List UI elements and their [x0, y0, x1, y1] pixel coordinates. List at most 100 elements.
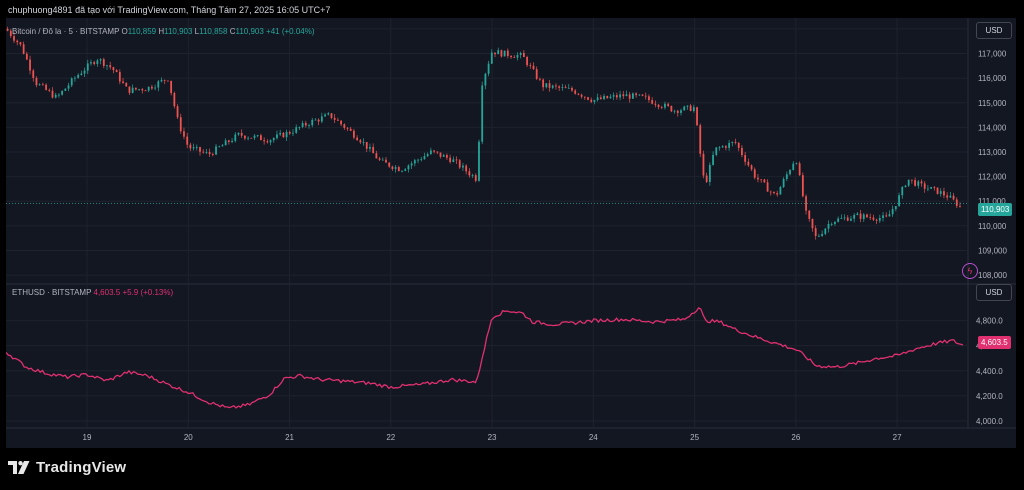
- candle-body: [625, 94, 628, 97]
- candle-body: [798, 163, 801, 176]
- btc-change-value: +41 (+0.04%): [266, 27, 315, 36]
- candle-body: [234, 134, 237, 141]
- candle-body: [901, 187, 904, 196]
- candle-body: [542, 79, 545, 88]
- candle-body: [641, 94, 644, 96]
- btc-currency-button[interactable]: USD: [976, 22, 1012, 39]
- candle-body: [118, 72, 121, 82]
- candle-body: [699, 125, 702, 154]
- candle-body: [426, 154, 429, 157]
- candle-body: [25, 53, 28, 60]
- candle-body: [349, 128, 352, 131]
- candle-body: [446, 155, 448, 158]
- candle-body: [952, 195, 955, 200]
- time-tick-label: 21: [285, 433, 294, 442]
- candle-body: [898, 195, 900, 207]
- candle-body: [102, 59, 105, 66]
- candle-body: [859, 213, 862, 219]
- candle-body: [391, 166, 394, 169]
- candle-body: [224, 140, 227, 146]
- candle-body: [933, 187, 936, 188]
- candle-body: [61, 90, 64, 95]
- candle-body: [599, 97, 602, 100]
- candle-body: [830, 223, 833, 225]
- candle-body: [660, 106, 663, 108]
- candle-body: [673, 110, 676, 112]
- candle-body: [555, 85, 557, 87]
- candle-body: [237, 132, 240, 135]
- eth-series-line: [6, 307, 964, 409]
- btc-price-tick-label: 112,000: [978, 173, 1007, 182]
- candle-body: [920, 181, 923, 184]
- candle-body: [875, 219, 878, 221]
- candle-body: [721, 146, 724, 148]
- candle-body: [907, 179, 910, 186]
- candle-body: [583, 96, 586, 98]
- candle-body: [596, 97, 599, 101]
- candle-body: [567, 87, 570, 89]
- eth-change-value: +5.9 (+0.13%): [122, 288, 174, 297]
- candle-body: [535, 69, 538, 79]
- candle-body: [837, 218, 840, 222]
- candle-body: [215, 146, 217, 155]
- candle-body: [397, 167, 400, 172]
- candle-body: [413, 160, 416, 164]
- candle-body: [423, 156, 426, 160]
- candle-body: [593, 100, 596, 102]
- time-tick-label: 19: [83, 433, 92, 442]
- candle-body: [840, 218, 843, 219]
- candle-body: [333, 117, 336, 120]
- candle-body: [356, 137, 359, 141]
- candle-body: [157, 81, 160, 88]
- candle-body: [914, 180, 916, 186]
- footer: TradingView: [8, 459, 126, 476]
- candle-body: [455, 159, 458, 161]
- candle-body: [83, 70, 86, 74]
- candle-body: [279, 132, 282, 135]
- candle-body: [429, 150, 432, 155]
- btc-symbol-label: Bitcoin / Đô la · 5 · BITSTAMP: [12, 27, 120, 36]
- candle-body: [388, 162, 391, 167]
- candle-body: [923, 183, 926, 189]
- candle-body: [285, 131, 288, 138]
- candle-body: [288, 131, 291, 134]
- chart-canvas[interactable]: 108,000 109,000 110,000 111,000 112,000 113,0…: [6, 18, 1016, 448]
- candle-body: [231, 140, 233, 142]
- time-tick-label: 27: [893, 433, 902, 442]
- candle-body: [324, 114, 326, 117]
- candle-body: [670, 105, 673, 112]
- candle-body: [462, 165, 464, 168]
- candle-body: [311, 120, 314, 126]
- candle-body: [343, 124, 346, 128]
- candle-body: [154, 87, 157, 89]
- candle-body: [856, 213, 859, 215]
- candle-body: [330, 113, 333, 118]
- candle-body: [481, 85, 484, 142]
- candle-body: [404, 169, 407, 171]
- eth-price-tick-label: 4,800.0: [976, 317, 1003, 326]
- candle-body: [211, 154, 214, 155]
- candle-body: [904, 185, 907, 188]
- candle-body: [516, 54, 519, 58]
- candle-body: [471, 175, 474, 176]
- candle-body: [689, 105, 692, 111]
- candle-body: [747, 161, 750, 166]
- eth-price-tick-label: 4,200.0: [976, 392, 1003, 401]
- candle-body: [407, 165, 410, 170]
- eth-value: 4,603.5: [93, 288, 121, 297]
- time-tick-label: 24: [589, 433, 598, 442]
- candle-body: [58, 94, 60, 96]
- candle-body: [218, 146, 221, 148]
- candle-body: [824, 228, 827, 234]
- candle-body: [513, 57, 516, 58]
- candle-body: [141, 89, 144, 91]
- candle-body: [183, 131, 185, 137]
- candle-body: [77, 74, 80, 78]
- candle-body: [282, 132, 285, 138]
- lightning-icon[interactable]: ϟ: [962, 263, 978, 279]
- candle-body: [632, 93, 634, 99]
- candle-body: [696, 107, 698, 126]
- candle-body: [503, 50, 506, 57]
- candle-body: [564, 87, 567, 89]
- eth-currency-button[interactable]: USD: [976, 284, 1012, 301]
